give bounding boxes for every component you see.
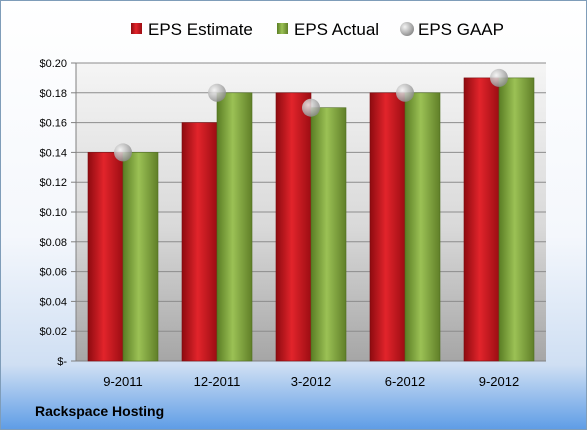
y-tick-label: $0.16 bbox=[39, 118, 67, 130]
legend-swatch bbox=[400, 22, 414, 36]
eps-gaap-marker bbox=[490, 68, 508, 87]
y-tick-label: $0.18 bbox=[39, 88, 67, 100]
legend-label: EPS Estimate bbox=[148, 20, 253, 39]
y-tick-label: $0.12 bbox=[39, 177, 67, 189]
x-tick-label: 9-2012 bbox=[479, 374, 519, 389]
x-tick-label: 3-2012 bbox=[291, 374, 331, 389]
x-tick-label: 12-2011 bbox=[194, 374, 241, 389]
eps-gaap-marker bbox=[208, 83, 226, 102]
eps-gaap-marker bbox=[396, 83, 414, 102]
bars bbox=[87, 77, 535, 362]
legend-eps-gaap: EPS GAAP bbox=[400, 20, 504, 39]
legend-eps-estimate: EPS Estimate bbox=[131, 20, 253, 39]
y-tick-label: $0.20 bbox=[39, 58, 67, 70]
eps-gaap-marker bbox=[114, 143, 132, 162]
legend-swatch bbox=[131, 23, 142, 34]
y-tick-label: $0.14 bbox=[39, 147, 67, 159]
y-tick-label: $- bbox=[57, 356, 67, 368]
x-tick-label: 9-2011 bbox=[103, 374, 143, 389]
y-tick-label: $0.10 bbox=[39, 207, 67, 219]
x-tick-label: 6-2012 bbox=[385, 374, 425, 389]
legend-swatch bbox=[277, 23, 288, 34]
legend: EPS Estimate EPS Actual EPS GAAP bbox=[131, 20, 504, 39]
y-tick-label: $0.04 bbox=[39, 296, 67, 308]
eps-actual-bar bbox=[216, 92, 253, 362]
y-axis: $- $0.02 $0.04 $0.06 $0.08 $0.10 $0.12 $0.14 $0.… bbox=[39, 58, 546, 368]
y-tick-label: $0.06 bbox=[39, 267, 67, 279]
eps-actual-bar bbox=[498, 77, 535, 362]
y-tick-label: $0.08 bbox=[39, 237, 67, 249]
eps-gaap-marker bbox=[302, 98, 320, 117]
eps-actual-bar bbox=[404, 92, 441, 362]
eps-estimate-bar bbox=[275, 92, 312, 362]
x-axis: 9-2011 12-2011 3-2012 6-2012 9-2012 bbox=[103, 374, 519, 389]
eps-estimate-bar bbox=[463, 77, 500, 362]
company-name: Rackspace Hosting bbox=[35, 403, 165, 419]
eps-estimate-bar bbox=[87, 152, 124, 362]
eps-actual-bar bbox=[310, 107, 347, 362]
eps-estimate-bar bbox=[369, 92, 406, 362]
legend-eps-actual: EPS Actual bbox=[277, 20, 379, 39]
legend-label: EPS GAAP bbox=[418, 20, 504, 39]
y-tick-label: $0.02 bbox=[39, 326, 67, 338]
eps-actual-bar bbox=[122, 152, 159, 362]
gaap-markers bbox=[114, 68, 508, 162]
legend-label: EPS Actual bbox=[294, 20, 379, 39]
eps-estimate-bar bbox=[181, 122, 218, 362]
